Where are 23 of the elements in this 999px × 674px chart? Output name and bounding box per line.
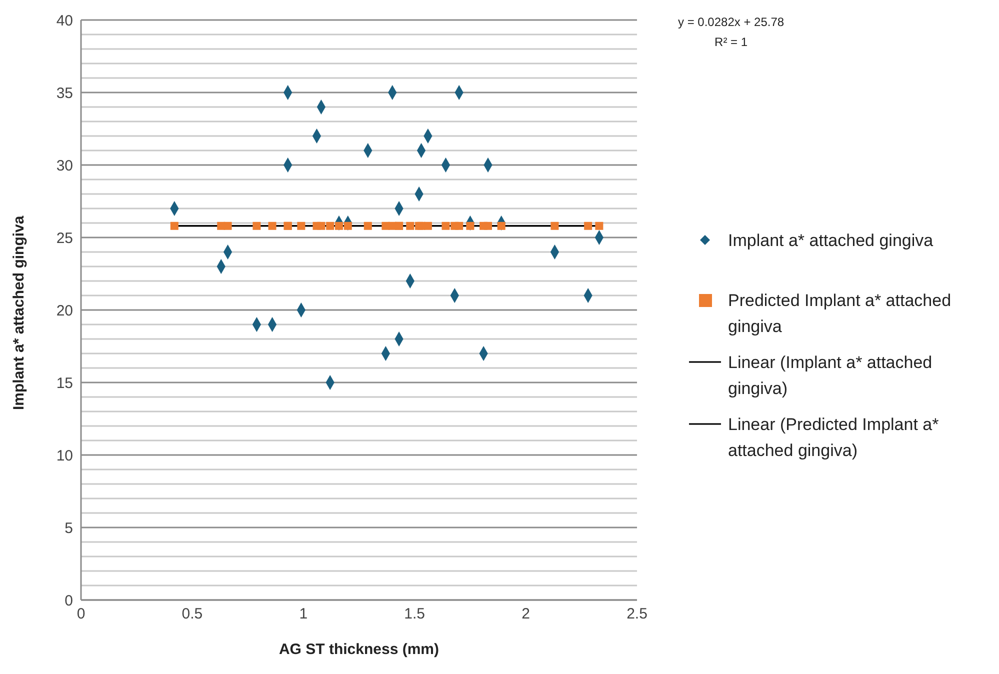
x-tick-label: 0.5 xyxy=(182,606,203,623)
x-tick-label: 2 xyxy=(522,606,530,623)
x-tick-label: 1 xyxy=(299,606,308,623)
y-tick-label: 20 xyxy=(56,302,73,320)
x-axis-title: AG ST thickness (mm) xyxy=(278,641,440,658)
legend-label: Linear (Implant a* attached gingiva) xyxy=(728,352,934,400)
y-tick-label: 15 xyxy=(56,374,73,392)
y-tick-label: 25 xyxy=(56,230,73,247)
legend-label: Linear (Predicted Implant a* attached gingiva) xyxy=(728,414,940,462)
y-tick-label: 5 xyxy=(64,520,73,537)
y-tick-label: 0 xyxy=(64,592,73,610)
y-tick-label: 30 xyxy=(56,157,73,174)
x-tick-label: 0 xyxy=(76,606,86,623)
y-tick-label: 10 xyxy=(56,447,73,464)
legend-label: Implant a* attached gingiva xyxy=(728,230,934,252)
legend-label: Predicted Implant a* attached gingiva xyxy=(728,290,952,338)
x-tick-label: 2.5 xyxy=(626,606,648,623)
y-axis-title: Implant a* attached gingiva xyxy=(10,215,28,410)
text: y = 0.0282x + 25.78 xyxy=(678,14,784,31)
x-tick-label: 1.5 xyxy=(404,606,426,623)
y-tick-label: 40 xyxy=(56,12,73,30)
text: R² = 1 xyxy=(714,34,749,51)
y-tick-label: 35 xyxy=(56,84,73,102)
